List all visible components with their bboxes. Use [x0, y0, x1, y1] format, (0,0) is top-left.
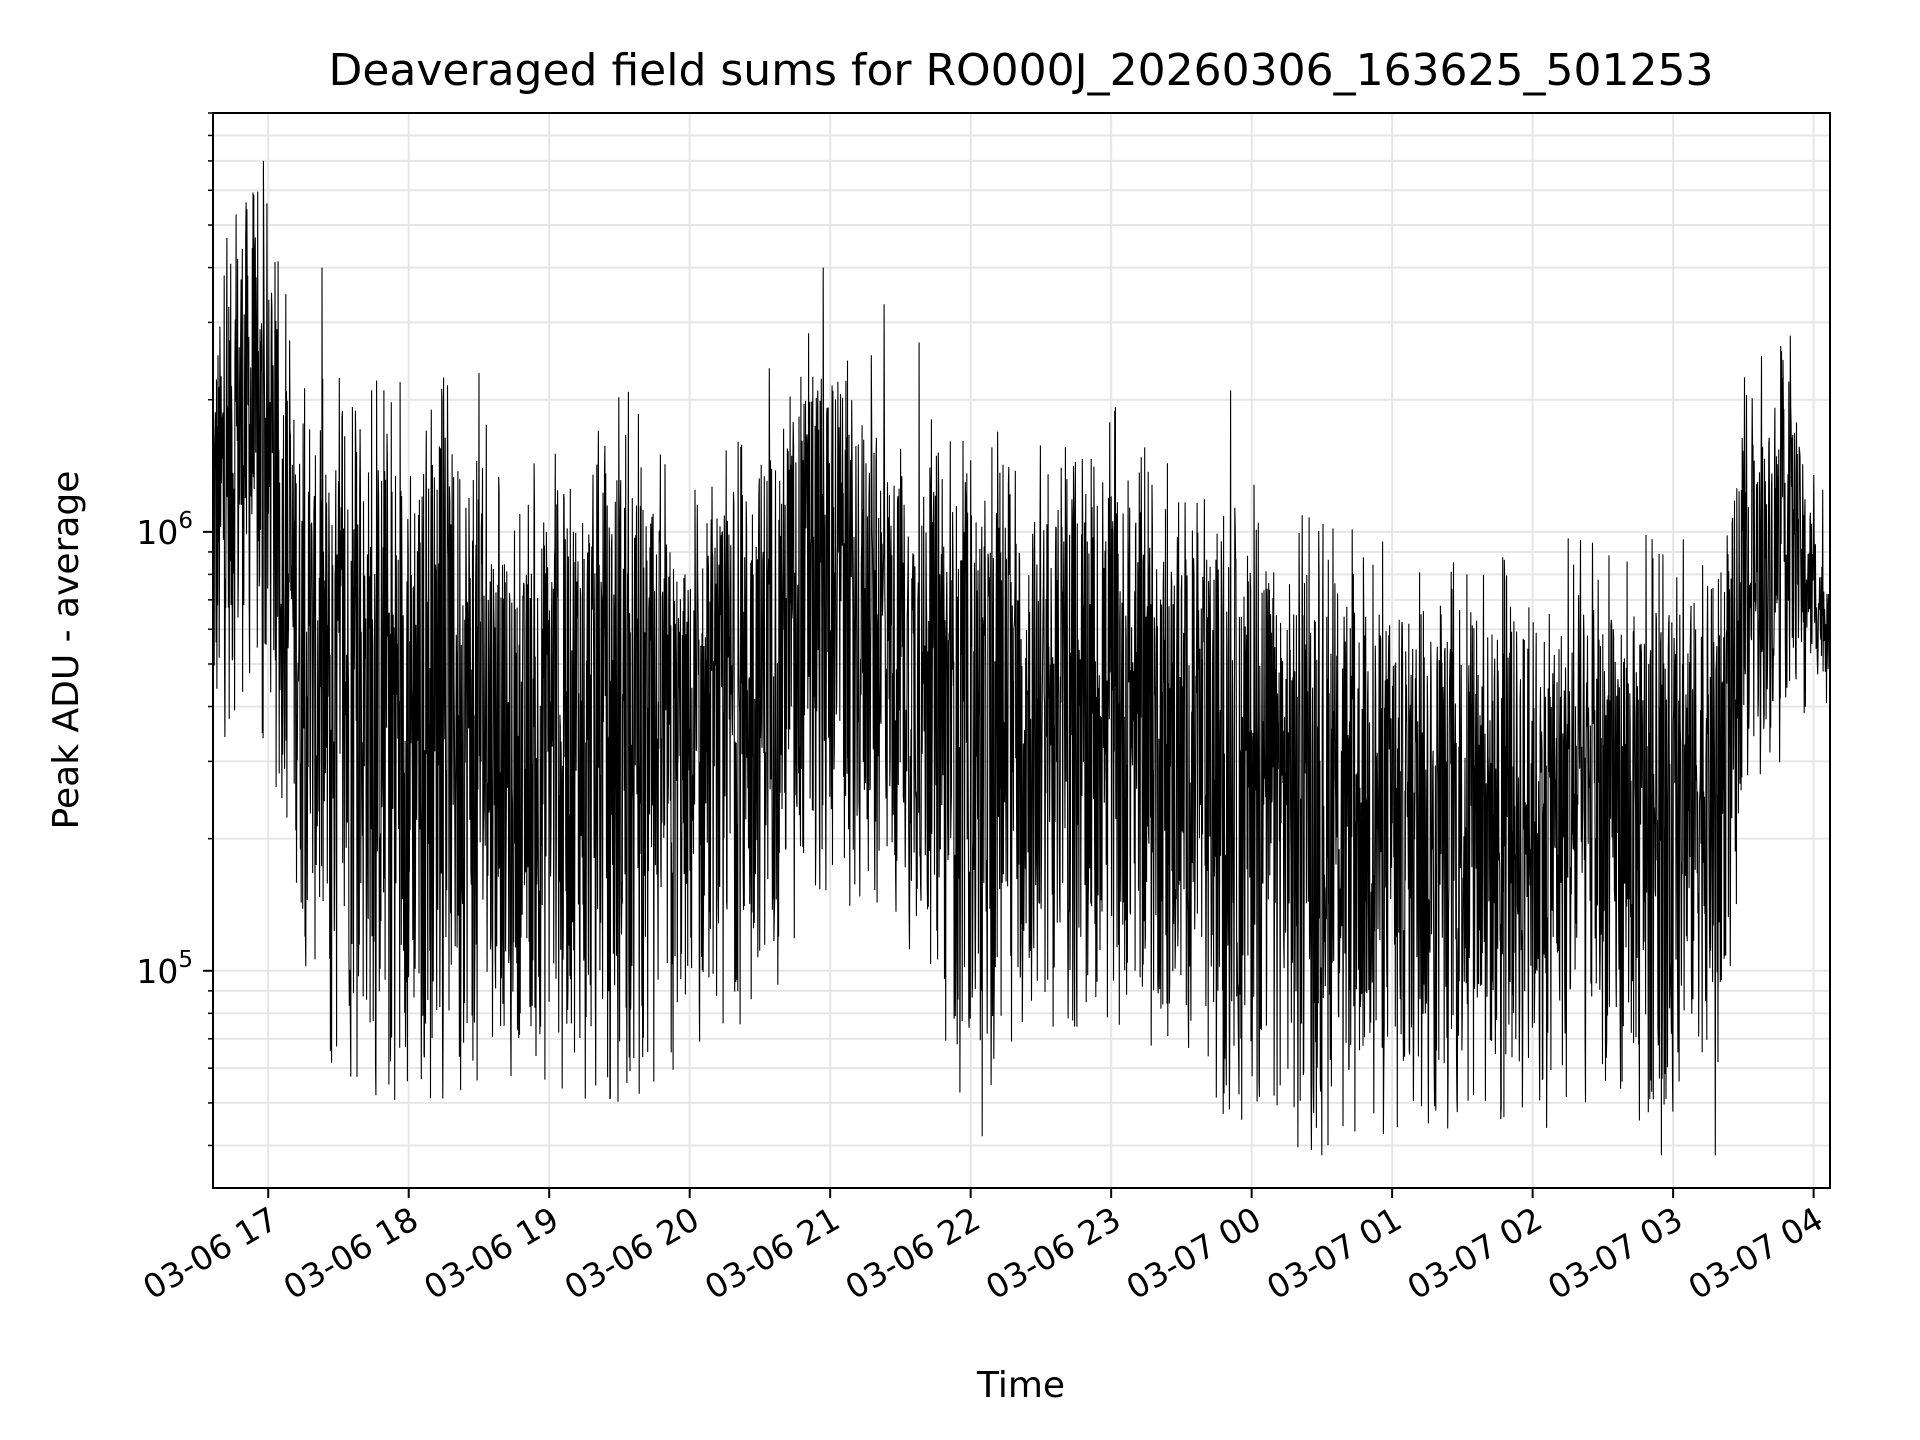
x-axis-label: Time — [976, 1365, 1065, 1406]
plot-frame — [212, 112, 1831, 1189]
chart-title: Deaveraged field sums for RO000J_2026030… — [328, 45, 1713, 96]
series-line — [212, 160, 1831, 1156]
y-tick-label: 105 — [136, 947, 193, 991]
series-path — [212, 160, 1831, 1156]
y-tick-label: 106 — [136, 508, 193, 552]
y-axis: 105 106 — [136, 112, 213, 1147]
y-axis-label: Peak ADU - average — [46, 471, 87, 830]
